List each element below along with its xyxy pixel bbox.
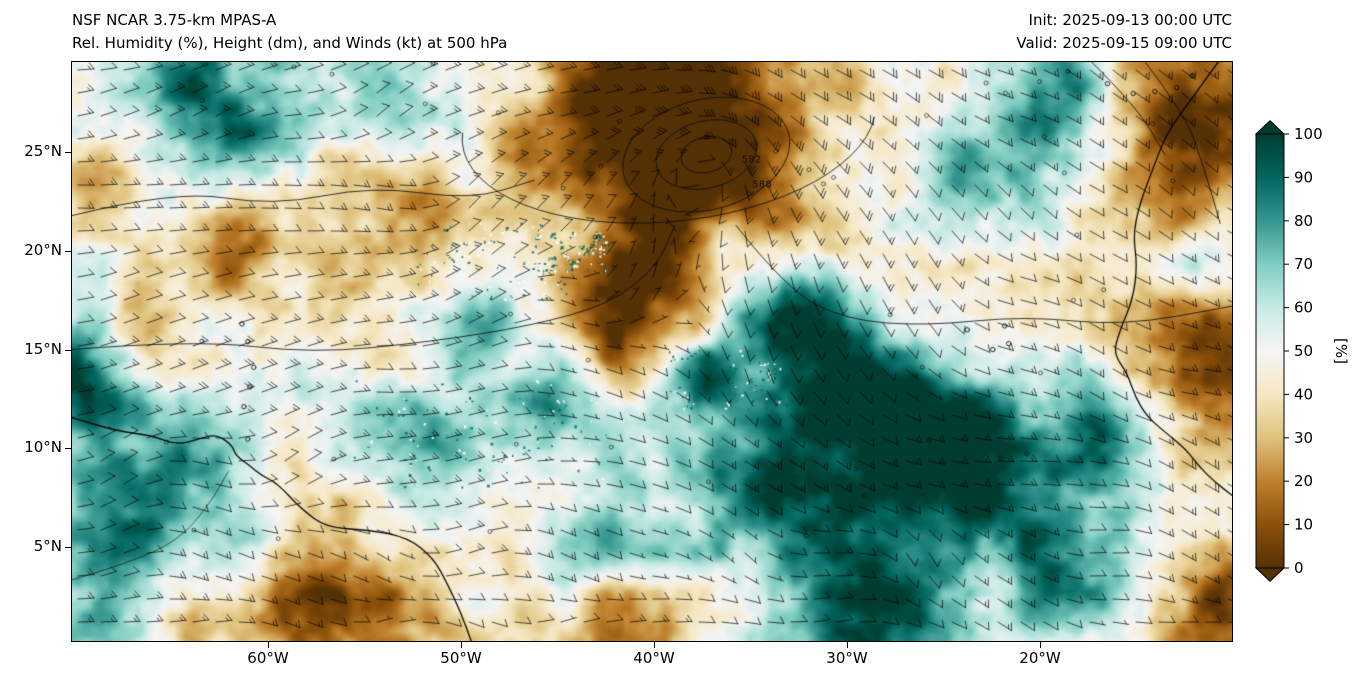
y-tick-label: 10°N	[24, 438, 62, 456]
model-title: NSF NCAR 3.75-km MPAS-A	[72, 11, 277, 29]
y-tick	[65, 448, 71, 450]
colorbar-tick-label: 10	[1294, 516, 1313, 534]
colorbar-tick-label: 100	[1294, 125, 1323, 143]
colorbar-tick-labels: 100 90 80 70 60 50 40 30 20 10 0	[1294, 125, 1323, 577]
y-tick-label: 25°N	[24, 142, 62, 160]
x-tick-label: 50°W	[440, 649, 482, 667]
y-tick-label: 5°N	[33, 537, 62, 555]
x-tick	[847, 642, 849, 648]
colorbar-tick-label: 90	[1294, 168, 1313, 186]
y-tick	[65, 152, 71, 154]
x-tick-label: 30°W	[826, 649, 868, 667]
y-tick	[65, 350, 71, 352]
init-time: Init: 2025-09-13 00:00 UTC	[1028, 11, 1232, 29]
colorbar-tick-label: 20	[1294, 472, 1313, 490]
x-tick	[1040, 642, 1042, 648]
y-tick-label: 15°N	[24, 340, 62, 358]
colorbar-tick-label: 70	[1294, 255, 1313, 273]
plot-subtitle: Rel. Humidity (%), Height (dm), and Wind…	[72, 34, 508, 52]
map-canvas	[72, 62, 1232, 641]
x-tick	[461, 642, 463, 648]
colorbar-tick-label: 30	[1294, 429, 1313, 447]
colorbar-extend-max	[1254, 120, 1286, 135]
colorbar-tick-label: 0	[1294, 559, 1304, 577]
y-tick	[65, 547, 71, 549]
x-tick-label: 40°W	[633, 649, 675, 667]
height-contour-label: 582	[741, 154, 762, 166]
height-contour-label: 588	[752, 179, 773, 191]
colorbar-tick-label: 40	[1294, 385, 1313, 403]
colorbar-tick-marks	[1284, 133, 1289, 569]
colorbar-gradient	[1255, 133, 1285, 569]
colorbar-tick-label: 60	[1294, 299, 1313, 317]
colorbar-extend-min	[1254, 567, 1286, 582]
map-plot-area: 582 588	[71, 61, 1233, 642]
colorbar-tick-label: 80	[1294, 212, 1313, 230]
x-tick	[268, 642, 270, 648]
x-tick-label: 20°W	[1019, 649, 1061, 667]
y-tick-label: 20°N	[24, 241, 62, 259]
x-tick	[654, 642, 656, 648]
figure-header-right: Init: 2025-09-13 00:00 UTC Valid: 2025-0…	[1016, 9, 1232, 55]
colorbar-tick-label: 50	[1294, 342, 1313, 360]
colorbar-unit-label: [%]	[1332, 338, 1350, 364]
figure-header-left: NSF NCAR 3.75-km MPAS-A Rel. Humidity (%…	[72, 9, 507, 55]
valid-time: Valid: 2025-09-15 09:00 UTC	[1016, 34, 1232, 52]
y-tick	[65, 251, 71, 253]
x-tick-label: 60°W	[247, 649, 289, 667]
colorbar: 100 90 80 70 60 50 40 30 20 10 0 [%]	[1254, 120, 1350, 582]
